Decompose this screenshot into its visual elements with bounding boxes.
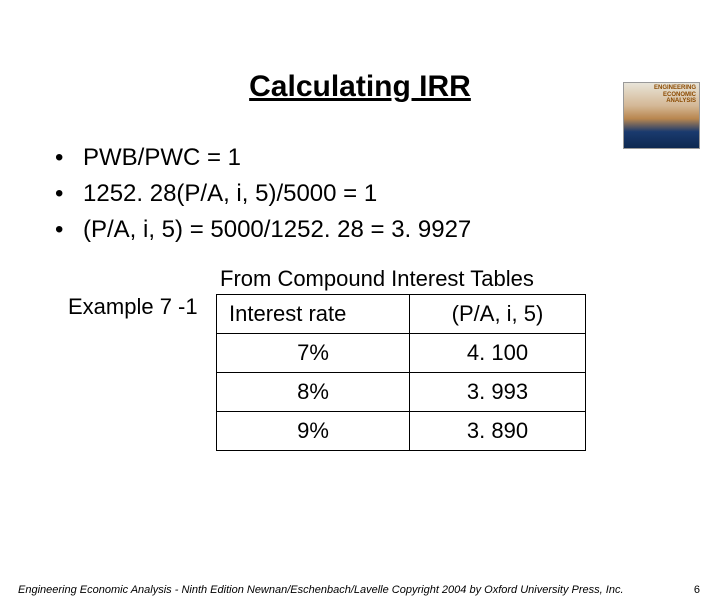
- book-cover-text: ENGINEERING ECONOMIC ANALYSIS: [654, 85, 696, 105]
- table-header-row: Interest rate (P/A, i, 5): [217, 295, 586, 334]
- bullet-item: •PWB/PWC = 1: [55, 144, 720, 172]
- table-row: 9% 3. 890: [217, 412, 586, 451]
- cell-rate: 8%: [217, 373, 410, 412]
- cell-factor: 3. 993: [410, 373, 586, 412]
- book-line1: ENGINEERING: [654, 85, 696, 91]
- book-line2: ECONOMIC: [663, 92, 696, 98]
- cell-rate: 7%: [217, 334, 410, 373]
- slide-title: Calculating IRR: [0, 70, 720, 104]
- col-header-factor: (P/A, i, 5): [410, 295, 586, 334]
- bullet-item: •(P/A, i, 5) = 5000/1252. 28 = 3. 9927: [55, 216, 720, 244]
- footer-text: Engineering Economic Analysis - Ninth Ed…: [18, 584, 624, 596]
- interest-table: Interest rate (P/A, i, 5) 7% 4. 100 8% 3…: [216, 294, 586, 451]
- table-title: From Compound Interest Tables: [220, 266, 586, 292]
- bullet-item: •1252. 28(P/A, i, 5)/5000 = 1: [55, 180, 720, 208]
- cell-factor: 4. 100: [410, 334, 586, 373]
- bullet-text: PWB/PWC = 1: [83, 144, 241, 171]
- book-cover-thumbnail: ENGINEERING ECONOMIC ANALYSIS: [623, 82, 700, 149]
- table-row: 7% 4. 100: [217, 334, 586, 373]
- cell-factor: 3. 890: [410, 412, 586, 451]
- book-line3: ANALYSIS: [666, 98, 696, 104]
- cell-rate: 9%: [217, 412, 410, 451]
- table-row: 8% 3. 993: [217, 373, 586, 412]
- bullet-list: •PWB/PWC = 1 •1252. 28(P/A, i, 5)/5000 =…: [55, 144, 720, 244]
- bullet-text: (P/A, i, 5) = 5000/1252. 28 = 3. 9927: [83, 216, 471, 243]
- bullet-text: 1252. 28(P/A, i, 5)/5000 = 1: [83, 180, 377, 207]
- page-number: 6: [694, 584, 700, 596]
- footer: Engineering Economic Analysis - Ninth Ed…: [18, 584, 700, 596]
- example-label: Example 7 -1: [68, 294, 208, 320]
- col-header-rate: Interest rate: [217, 295, 410, 334]
